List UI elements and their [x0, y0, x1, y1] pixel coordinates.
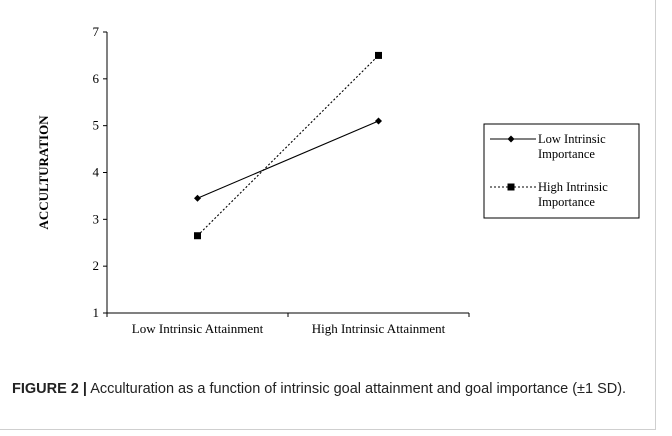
legend-marker [507, 135, 515, 143]
x-tick-label: Low Intrinsic Attainment [132, 321, 264, 336]
series-line [197, 120, 379, 199]
data-point [194, 232, 201, 240]
data-point [375, 117, 382, 125]
y-tick-label: 6 [93, 71, 100, 86]
legend-entry-label: Low Intrinsic Importance [538, 132, 606, 161]
y-tick-label: 3 [93, 211, 100, 226]
y-axis-label: ACCULTURATION [36, 115, 51, 230]
y-tick-label: 2 [93, 258, 100, 273]
y-tick-label: 4 [93, 165, 100, 180]
caption-text: Acculturation as a function of intrinsic… [86, 381, 627, 397]
legend-marker [507, 183, 515, 191]
caption-label: FIGURE 2 | [12, 381, 87, 397]
y-tick-label: 1 [93, 305, 100, 320]
x-tick-label: High Intrinsic Attainment [312, 321, 446, 336]
series-layer [194, 51, 382, 240]
data-point [375, 51, 382, 59]
y-tick-label: 5 [93, 118, 100, 133]
y-axis-ticks: 1 2 3 4 5 6 7 [93, 24, 107, 320]
figure-caption: FIGURE 2 | Acculturation as a function o… [12, 380, 648, 399]
data-point [194, 194, 201, 202]
legend-entry-label: High Intrinsic Importance [538, 180, 608, 209]
series-low-intrinsic-importance [194, 117, 382, 202]
chart: 1 2 3 4 5 6 7 Low Intrinsic Attainment High Int… [36, 24, 640, 336]
series-high-intrinsic-importance [194, 51, 382, 240]
series-line [197, 55, 379, 237]
chart-axes [106, 32, 469, 314]
x-axis-ticks: Low Intrinsic Attainment High Intrinsic A… [106, 313, 470, 336]
legend: Low Intrinsic Importance High Intrinsic Imp… [483, 123, 640, 219]
figure-frame [0, 0, 656, 430]
y-tick-label: 7 [93, 24, 100, 39]
